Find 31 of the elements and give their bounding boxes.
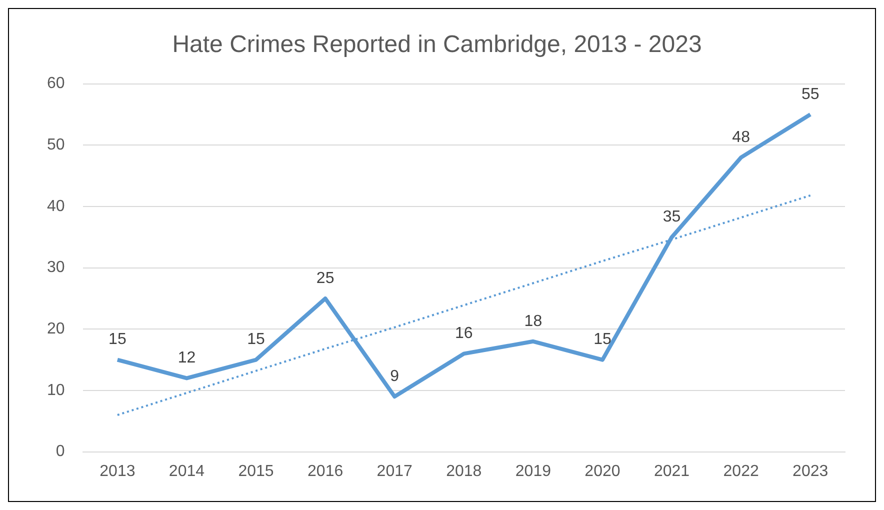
data-label: 18 (524, 312, 542, 330)
y-tick-label: 30 (47, 259, 65, 276)
y-tick-label: 20 (47, 320, 65, 338)
data-label: 12 (178, 350, 196, 367)
y-tick-label: 10 (47, 382, 65, 399)
chart-title: Hate Crimes Reported in Cambridge, 2013 - 2023 (172, 31, 702, 58)
x-tick-label: 2020 (584, 462, 620, 480)
x-tick-label: 2015 (238, 462, 274, 480)
x-tick-label: 2021 (654, 462, 690, 480)
data-label: 16 (455, 325, 473, 342)
x-tick-label: 2016 (308, 462, 344, 480)
x-tick-label: 2017 (376, 462, 413, 480)
y-tick-label: 40 (47, 198, 65, 215)
y-tick-label: 0 (56, 443, 65, 460)
data-label: 15 (247, 331, 266, 348)
x-tick-label: 2022 (723, 462, 759, 480)
x-tick-label: 2019 (515, 462, 552, 480)
data-label: 15 (594, 331, 612, 348)
chart-frame: Hate Crimes Reported in Cambridge, 2013 - 2023 2013 2014 2015 2016 2017 2018 2019 2020 2021 2022 2023 0 10 20 30 40 50 60 15 12 15 25 9 16 18 15 35 48 55 (8, 8, 876, 502)
data-label: 48 (732, 128, 750, 146)
x-tick-label: 2013 (100, 462, 136, 480)
data-label: 25 (316, 270, 334, 287)
x-tick-label: 2023 (792, 462, 828, 480)
data-label: 15 (108, 331, 126, 348)
y-tick-label: 50 (47, 136, 65, 154)
data-label: 9 (390, 368, 400, 386)
y-tick-label: 60 (47, 75, 65, 92)
x-tick-label: 2014 (168, 462, 205, 480)
data-label: 55 (801, 86, 820, 103)
x-tick-label: 2018 (446, 462, 482, 480)
data-label: 35 (662, 208, 681, 226)
